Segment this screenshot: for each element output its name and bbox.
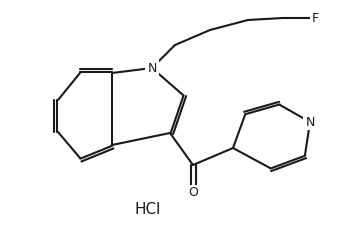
Text: HCl: HCl — [135, 202, 161, 217]
Text: N: N — [147, 62, 157, 75]
Text: N: N — [305, 116, 315, 129]
Text: F: F — [311, 11, 319, 24]
Text: O: O — [188, 186, 198, 199]
